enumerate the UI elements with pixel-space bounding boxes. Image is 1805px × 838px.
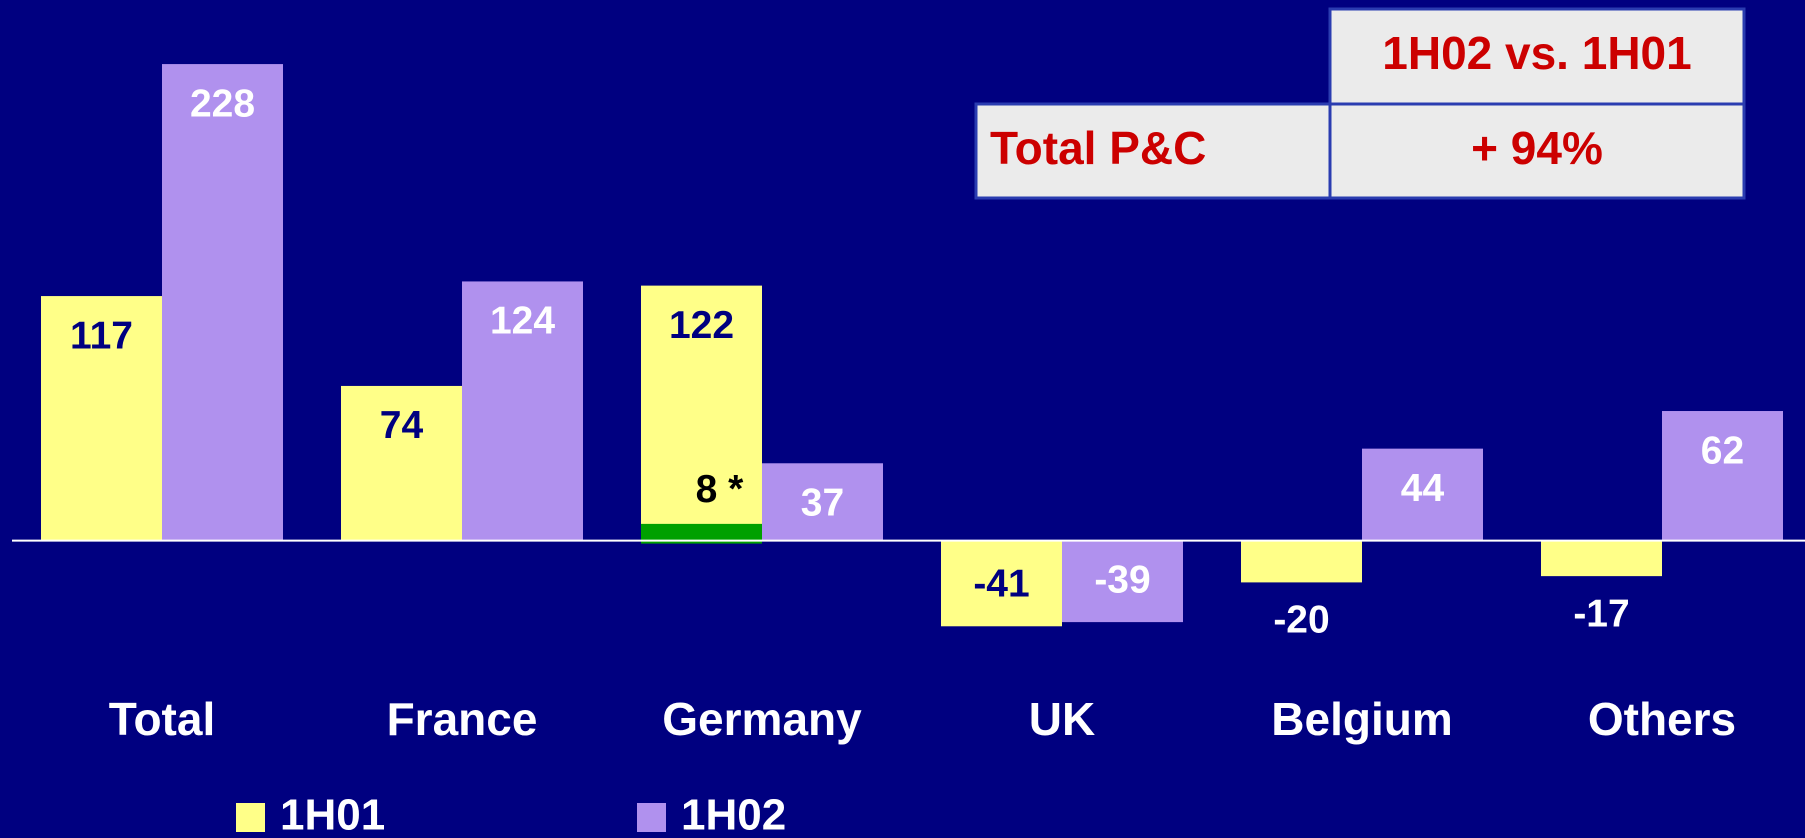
bar — [1662, 411, 1783, 541]
x-tick-label: Total — [109, 693, 215, 745]
table-header: 1H02 vs. 1H01 — [1382, 27, 1691, 79]
bar — [1062, 540, 1183, 623]
data-label: 117 — [70, 314, 133, 357]
bar — [341, 385, 462, 541]
bar — [1541, 540, 1662, 577]
bar — [1362, 448, 1483, 541]
legend-label: 1H01 — [280, 791, 385, 838]
table-label-cell — [974, 102, 1332, 200]
data-label: -41 — [973, 563, 1029, 606]
data-label: -17 — [1573, 592, 1629, 635]
data-label: 44 — [1401, 467, 1445, 510]
table-value-cell — [1328, 102, 1746, 200]
data-label: -20 — [1273, 599, 1329, 642]
x-tick-label: UK — [1029, 693, 1095, 745]
bar — [1241, 540, 1362, 583]
bar — [762, 463, 883, 541]
data-label: 122 — [669, 304, 734, 347]
data-label: 37 — [801, 482, 844, 525]
data-label: -39 — [1094, 558, 1150, 601]
table-row-value: + 94% — [1471, 122, 1603, 174]
bar — [941, 540, 1062, 627]
legend-swatch — [236, 803, 265, 832]
data-label: 228 — [190, 82, 255, 125]
data-label: 62 — [1701, 429, 1744, 472]
table-row-label: Total P&C — [990, 122, 1206, 174]
bar — [41, 296, 162, 541]
legend-label: 1H02 — [681, 791, 786, 838]
bar — [641, 285, 762, 541]
bar-segment — [641, 523, 762, 544]
x-tick-label: France — [387, 693, 538, 745]
data-label: 74 — [380, 404, 424, 447]
legend-swatch — [637, 803, 666, 832]
x-tick-label: Germany — [662, 693, 862, 745]
x-tick-label: Belgium — [1271, 693, 1452, 745]
x-tick-label: Others — [1588, 693, 1736, 745]
bar — [162, 64, 283, 541]
segment-label: 8 * — [696, 468, 745, 511]
data-label: 124 — [490, 300, 555, 343]
table-header-cell — [1328, 7, 1746, 106]
bar — [462, 281, 583, 541]
